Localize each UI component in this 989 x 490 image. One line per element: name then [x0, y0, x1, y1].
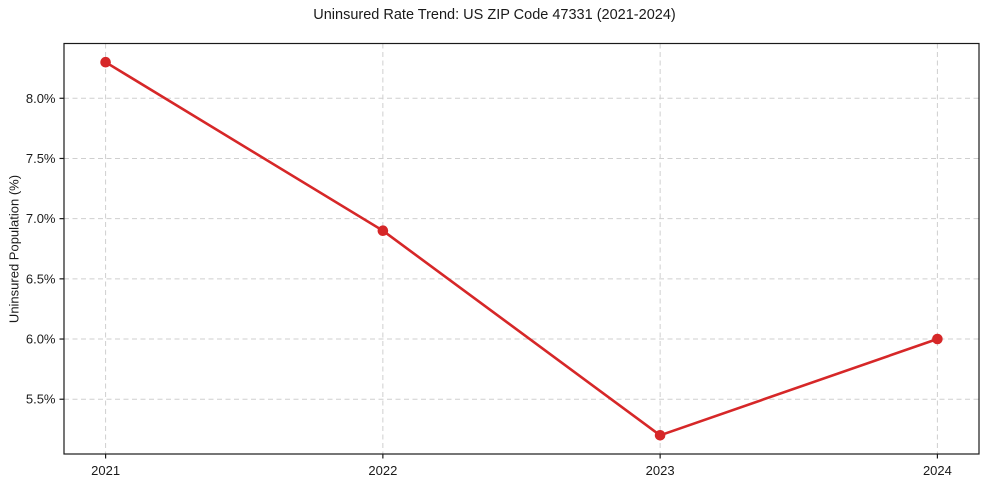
y-tick-label: 5.5% [26, 392, 56, 407]
plot-border [63, 42, 980, 455]
x-tick-label: 2024 [923, 463, 952, 478]
trend-line [104, 60, 939, 437]
y-tick-label: 6.0% [26, 332, 56, 347]
x-tick-label: 2021 [91, 463, 120, 478]
x-tick-label: 2022 [368, 463, 397, 478]
x-tick-label: 2023 [646, 463, 675, 478]
y-tick-label: 6.5% [26, 271, 56, 286]
y-axis-label: Uninsured Population (%) [6, 174, 22, 324]
data-point-marker [654, 430, 666, 441]
y-tick-label: 7.0% [26, 211, 56, 226]
data-point-marker [100, 56, 111, 68]
data-point-marker [377, 225, 389, 236]
y-tick-label: 7.5% [26, 151, 56, 166]
data-point-marker [932, 333, 943, 345]
chart-title: Uninsured Rate Trend: US ZIP Code 47331 … [313, 7, 676, 23]
y-tick-label: 8.0% [26, 91, 56, 106]
